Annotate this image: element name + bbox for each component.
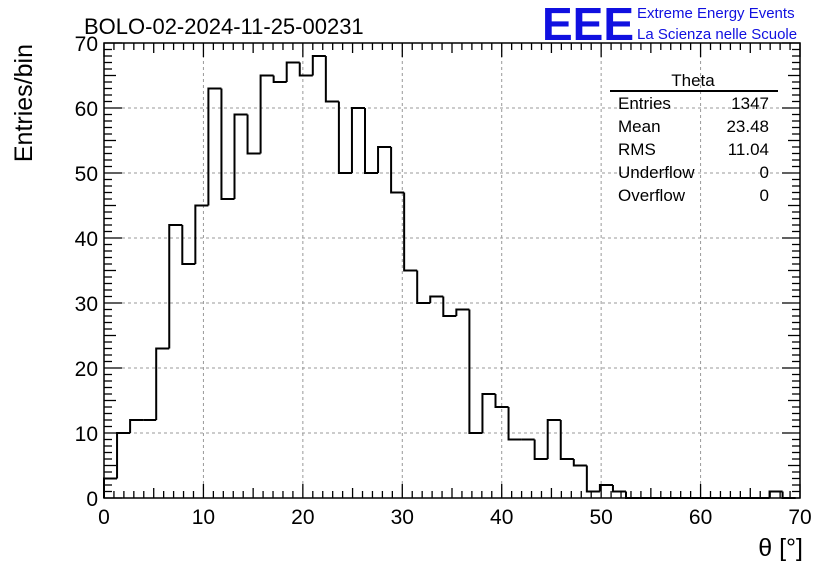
histogram-bin (311, 55, 326, 76)
stats-title: Theta (671, 71, 715, 90)
y-tick-label: 60 (75, 98, 98, 121)
x-tick-label: 10 (192, 506, 215, 529)
histogram-bin (494, 394, 509, 408)
histogram-bin (116, 432, 131, 479)
histogram-bin (220, 88, 235, 200)
x-tick-label: 0 (98, 506, 110, 529)
x-tick-label: 20 (291, 506, 314, 529)
histogram-bin (129, 419, 144, 433)
stats-row-value: 0 (760, 186, 769, 205)
y-tick-label: 20 (75, 358, 98, 381)
histogram-bin (207, 87, 222, 206)
histogram-bin (559, 420, 574, 460)
histogram-bin (233, 113, 248, 199)
axis-ticks (103, 42, 801, 499)
histogram-bin (298, 62, 313, 77)
histogram-bin (246, 114, 261, 155)
stats-row-value: 11.04 (728, 140, 769, 159)
eee-logo-line1: Extreme Energy Events (637, 5, 795, 22)
eee-logo-mark: EEE (542, 0, 634, 50)
histogram-bin (377, 146, 392, 173)
histogram-bin (546, 419, 561, 459)
histogram-bin (181, 225, 196, 265)
x-tick-label: 30 (391, 506, 414, 529)
histogram-bin (442, 296, 457, 317)
histogram-bin (155, 347, 170, 420)
histogram-bin (429, 295, 444, 303)
stats-row-label: RMS (618, 140, 656, 159)
histogram-bin (259, 74, 274, 154)
histogram-bin (285, 61, 300, 82)
stats-row-value: 23.48 (726, 117, 769, 136)
x-axis-label: θ [°] (758, 534, 803, 562)
histogram-bin (625, 491, 640, 499)
stats-row-value: 1347 (731, 94, 769, 113)
stats-row-label: Overflow (618, 186, 686, 205)
histogram-bin (455, 308, 470, 316)
y-tick-label: 0 (86, 488, 98, 511)
stats-row-value: 0 (760, 163, 769, 182)
histogram-bin (481, 393, 496, 433)
y-axis-label: Entries/bin (10, 44, 38, 162)
chart-title: BOLO-02-2024-11-25-00231 (84, 14, 364, 39)
stats-rows: Entries 1347 Mean 23.48 RMS 11.04 Underflow 0 Ov… (618, 94, 769, 205)
histogram-bin (350, 107, 365, 173)
histogram-bin (324, 56, 339, 103)
histogram-bars (103, 55, 796, 499)
histogram-bin (337, 101, 352, 174)
eee-logo-line2: La Scienza nelle Scuole (637, 26, 797, 43)
histogram-bin (585, 465, 600, 493)
histogram-bin (611, 485, 626, 493)
histogram-bin (781, 491, 796, 499)
x-tick-label: 40 (490, 506, 513, 529)
stats-row-label: Underflow (618, 163, 695, 182)
histogram-bin (103, 477, 118, 498)
y-tick-labels: 0 10 20 30 40 50 60 70 (75, 33, 98, 511)
histogram-bin (598, 484, 613, 492)
histogram-bin (272, 75, 287, 83)
x-tick-labels: 0 10 20 30 40 50 60 70 (98, 506, 812, 529)
stats-box: Theta Entries 1347 Mean 23.48 RMS 11.04 Underf… (610, 71, 778, 205)
histogram-bin (194, 204, 209, 264)
histogram-bin (416, 270, 431, 304)
histogram-bin (168, 224, 183, 349)
histogram-bin (468, 309, 483, 434)
y-tick-label: 30 (75, 293, 98, 316)
histogram-bin (364, 108, 379, 174)
x-tick-label: 60 (689, 506, 712, 529)
histogram-bin (390, 147, 405, 194)
stats-row-label: Entries (618, 94, 671, 113)
eee-logo: EEE Extreme Energy Events La Scienza nel… (542, 0, 797, 50)
grid-lines (104, 43, 800, 498)
y-tick-label: 10 (75, 423, 98, 446)
y-tick-label: 40 (75, 228, 98, 251)
histogram-bin (403, 192, 418, 272)
histogram-bin (533, 439, 548, 460)
stats-row-label: Mean (618, 117, 661, 136)
histogram-bin (572, 459, 587, 467)
x-tick-label: 50 (589, 506, 612, 529)
y-tick-label: 50 (75, 163, 98, 186)
x-tick-label: 70 (788, 506, 811, 529)
histogram-bin (507, 407, 522, 441)
y-tick-label: 70 (75, 33, 98, 56)
